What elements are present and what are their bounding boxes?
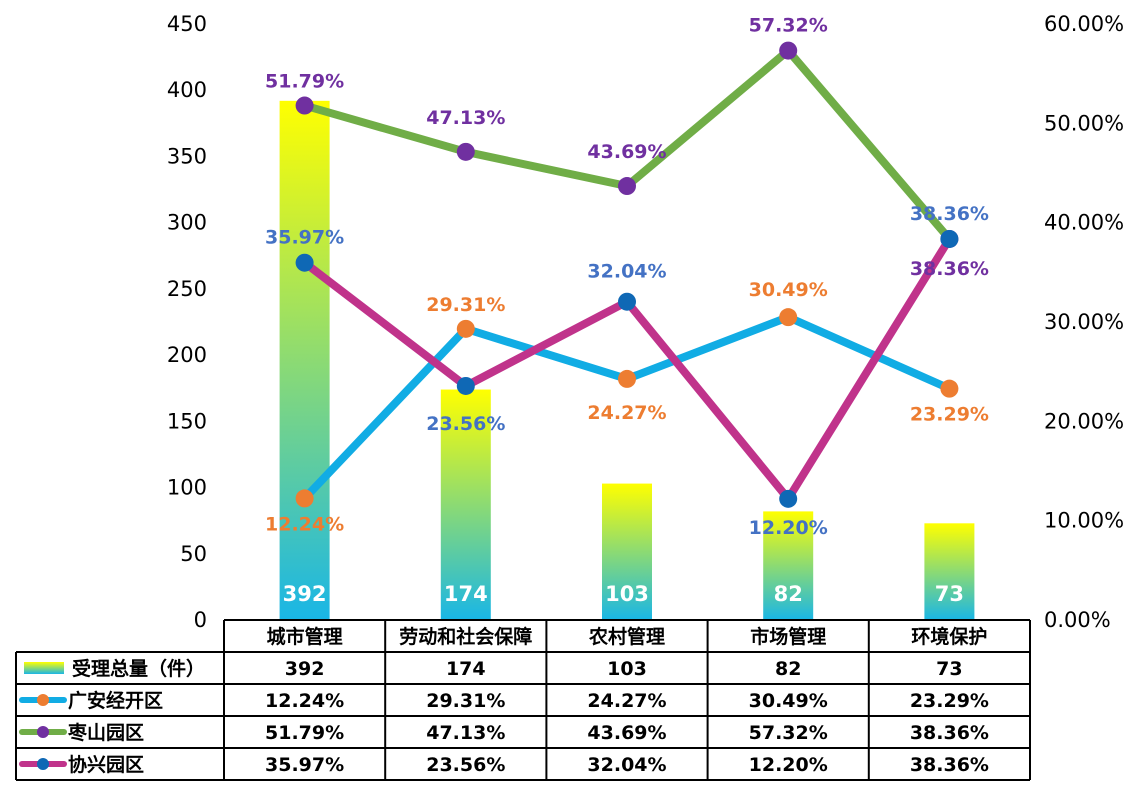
point-data-label: 51.79% — [265, 71, 344, 93]
table-cell: 29.31% — [426, 690, 505, 712]
point-data-label: 57.32% — [749, 15, 828, 37]
legend-key-bar — [24, 662, 64, 674]
table-cell: 103 — [607, 658, 647, 680]
bar-data-label: 73 — [935, 582, 964, 606]
category-label: 环境保护 — [911, 625, 987, 648]
category-label: 城市管理 — [267, 625, 343, 648]
point-data-label: 29.31% — [426, 294, 505, 316]
legend-label: 协兴园区 — [68, 753, 144, 776]
table-cell: 57.32% — [749, 722, 828, 744]
table-cell: 12.24% — [265, 690, 344, 712]
table-cell: 73 — [936, 658, 962, 680]
table-cell: 30.49% — [749, 690, 828, 712]
series-marker — [456, 142, 475, 161]
series-marker — [456, 319, 475, 338]
point-data-label: 47.13% — [426, 107, 505, 129]
right-axis: 0.00% 10.00% 20.00% 30.00% 40.00% 50.00% 60.00… — [1044, 12, 1124, 632]
table-cell: 82 — [775, 658, 801, 680]
left-axis-tick-label: 50 — [180, 542, 207, 566]
bar — [924, 523, 975, 620]
table-cell: 38.36% — [910, 722, 989, 744]
right-axis-tick-label: 0.00% — [1044, 608, 1111, 632]
table-cell: 23.29% — [910, 690, 989, 712]
category-label: 劳动和社会保障 — [399, 625, 532, 648]
right-axis-tick-label: 10.00% — [1044, 509, 1124, 533]
right-axis-tick-label: 50.00% — [1044, 111, 1124, 135]
right-axis-tick-label: 60.00% — [1044, 12, 1124, 36]
legend-label: 枣山园区 — [67, 721, 144, 744]
point-data-label: 23.29% — [910, 404, 989, 426]
table-cell: 392 — [285, 658, 325, 680]
left-axis: 0 50 100 150 200 250 300 350 400 450 — [167, 12, 207, 632]
bar — [440, 389, 491, 620]
point-data-label: 35.97% — [265, 227, 344, 249]
right-axis-tick-label: 20.00% — [1044, 409, 1124, 433]
left-axis-tick-label: 100 — [167, 476, 207, 500]
left-axis-tick-label: 200 — [167, 343, 207, 367]
right-axis-tick-label: 40.00% — [1044, 211, 1124, 235]
legend-key-marker — [37, 694, 49, 706]
bar-data-label: 103 — [605, 582, 649, 606]
left-axis-tick-label: 450 — [167, 12, 207, 36]
point-data-label: 12.24% — [265, 513, 344, 535]
table-cell: 12.20% — [749, 754, 828, 776]
table-cell: 23.56% — [426, 754, 505, 776]
series-marker — [618, 177, 636, 196]
legend-key-marker — [37, 726, 49, 738]
point-data-label: 43.69% — [587, 141, 666, 163]
bar-data-label: 82 — [774, 582, 803, 606]
series-marker — [456, 376, 475, 395]
bar — [763, 511, 814, 620]
left-axis-tick-label: 250 — [167, 277, 207, 301]
left-axis-tick-label: 150 — [167, 409, 207, 433]
bar-series: 392 174 103 82 73 — [279, 100, 975, 621]
right-axis-tick-label: 30.00% — [1044, 310, 1124, 334]
series-marker — [295, 96, 314, 115]
category-label: 农村管理 — [588, 625, 665, 648]
table-cell: 35.97% — [265, 754, 344, 776]
series-marker — [940, 229, 959, 248]
point-data-label: 12.20% — [749, 517, 828, 539]
point-data-label: 23.56% — [426, 413, 505, 435]
point-data-label: 24.27% — [587, 402, 666, 424]
table-cell: 24.27% — [587, 690, 666, 712]
line-series: 12.24% 29.31% 24.27% 30.49% 23.29% 51.79% 47.1… — [265, 15, 989, 539]
left-axis-tick-label: 350 — [167, 144, 207, 168]
point-data-label: 32.04% — [587, 261, 666, 283]
table-cell: 174 — [446, 658, 486, 680]
point-data-label: 38.36% — [910, 258, 989, 280]
series-marker — [618, 292, 636, 311]
point-data-label: 38.36% — [910, 203, 989, 225]
series-marker — [295, 489, 314, 508]
left-axis-tick-label: 300 — [167, 211, 207, 235]
table-cell: 38.36% — [910, 754, 989, 776]
table-cell: 32.04% — [587, 754, 666, 776]
series-marker — [295, 253, 314, 272]
bar — [279, 100, 330, 621]
series-marker — [779, 41, 798, 60]
legend-label: 广安经开区 — [68, 689, 163, 712]
bar — [602, 483, 652, 620]
series-marker — [940, 379, 959, 398]
category-label: 市场管理 — [750, 625, 826, 648]
left-axis-tick-label: 400 — [167, 78, 207, 102]
series-marker — [779, 489, 798, 508]
left-axis-tick-label: 0 — [194, 608, 207, 632]
bar-data-label: 392 — [283, 582, 327, 606]
legend-key-marker — [37, 758, 49, 770]
table-cell: 47.13% — [426, 722, 505, 744]
series-marker — [618, 369, 636, 388]
bar-data-label: 174 — [444, 582, 488, 606]
point-data-label: 30.49% — [749, 279, 828, 301]
legend-label: 受理总量（件） — [72, 657, 205, 680]
series-marker — [779, 308, 798, 327]
table-cell: 43.69% — [587, 722, 666, 744]
table-cell: 51.79% — [265, 722, 344, 744]
